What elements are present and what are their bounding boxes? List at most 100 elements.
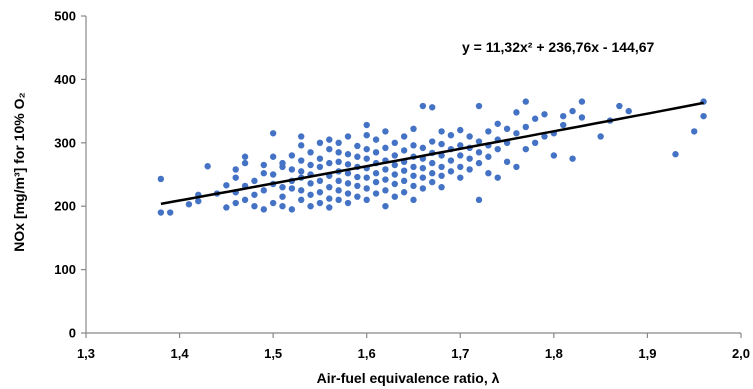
data-point (429, 159, 436, 167)
data-point (475, 149, 483, 156)
data-point (438, 163, 445, 171)
data-point (569, 107, 576, 115)
y-tick-labels: 0 100 200 300 400 500 (54, 9, 76, 341)
data-point (288, 152, 296, 159)
data-point (494, 145, 501, 153)
data-point (363, 145, 370, 153)
y-tick-label: 100 (54, 262, 76, 277)
data-point (625, 107, 632, 115)
data-point (400, 189, 408, 196)
data-point (391, 193, 398, 200)
y-tick-label: 0 (69, 326, 76, 341)
data-point (288, 166, 296, 173)
data-point (391, 161, 398, 169)
data-point (466, 166, 473, 173)
data-point (672, 151, 679, 158)
data-point (410, 172, 417, 179)
data-point (541, 111, 548, 118)
data-point (391, 180, 398, 188)
data-point (419, 144, 427, 152)
data-point (354, 153, 361, 160)
x-tick-label: 1,5 (264, 346, 282, 361)
data-point (326, 195, 333, 202)
data-point (354, 182, 361, 190)
data-point (260, 170, 267, 177)
data-point (438, 140, 445, 148)
data-point (298, 196, 305, 204)
data-point (382, 203, 389, 210)
data-point (298, 168, 305, 175)
data-point (298, 133, 305, 140)
data-point (560, 121, 567, 129)
data-point (326, 136, 333, 143)
data-point (344, 170, 352, 177)
data-point (522, 123, 529, 131)
data-point (578, 98, 586, 105)
data-point (475, 159, 483, 167)
data-point (326, 145, 333, 153)
data-point (251, 191, 258, 198)
data-point (316, 177, 324, 185)
data-point (513, 109, 520, 116)
data-point (288, 206, 296, 213)
data-point (335, 177, 342, 185)
data-point (691, 128, 698, 135)
data-point (316, 163, 324, 171)
data-point (438, 183, 445, 191)
data-point (232, 174, 239, 181)
data-point (269, 199, 277, 207)
data-point (185, 201, 193, 208)
data-point (560, 112, 567, 120)
data-point (363, 131, 370, 139)
y-tick-label: 400 (54, 72, 76, 87)
data-point (410, 163, 417, 171)
data-point (438, 172, 445, 179)
data-point (522, 145, 529, 153)
data-point (569, 155, 576, 162)
data-point (260, 206, 267, 213)
data-point (466, 155, 473, 162)
data-point (344, 161, 352, 168)
data-point (410, 182, 417, 190)
data-point (616, 102, 623, 110)
data-point (372, 190, 380, 197)
data-point (269, 153, 277, 160)
data-point (531, 115, 539, 122)
data-point (307, 161, 314, 169)
data-point (363, 121, 370, 129)
data-point (485, 128, 492, 135)
data-point (457, 152, 464, 159)
data-point (354, 142, 361, 150)
data-point (400, 167, 408, 174)
data-point (494, 120, 501, 127)
data-point (251, 203, 258, 210)
data-point (382, 176, 389, 183)
data-point (260, 161, 267, 169)
y-tick-label: 200 (54, 199, 76, 214)
y-axis-title: NOx [mg/m³] for 10% O₂ (11, 92, 27, 251)
data-point (363, 196, 370, 204)
data-point (541, 133, 548, 140)
trendline (160, 101, 704, 206)
y-tick-label: 500 (54, 9, 76, 24)
x-tick-labels: 1,3 1,4 1,5 1,6 1,7 1,8 1,9 2,0 (77, 346, 750, 361)
data-point (260, 187, 267, 194)
data-point (457, 126, 464, 134)
data-point (447, 157, 455, 164)
y-tick-label: 300 (54, 135, 76, 150)
data-point (429, 104, 436, 111)
data-point (485, 170, 492, 177)
data-point (279, 203, 286, 210)
x-tick-label: 2,0 (732, 346, 750, 361)
data-point (316, 155, 324, 162)
x-tick-label: 1,6 (358, 346, 376, 361)
data-point (522, 98, 529, 105)
data-point (269, 171, 277, 178)
data-point (485, 153, 492, 160)
data-point (372, 136, 380, 143)
data-point (335, 187, 342, 194)
data-point (400, 177, 408, 185)
data-point (447, 131, 455, 139)
data-point (279, 183, 286, 191)
data-point (419, 185, 427, 192)
